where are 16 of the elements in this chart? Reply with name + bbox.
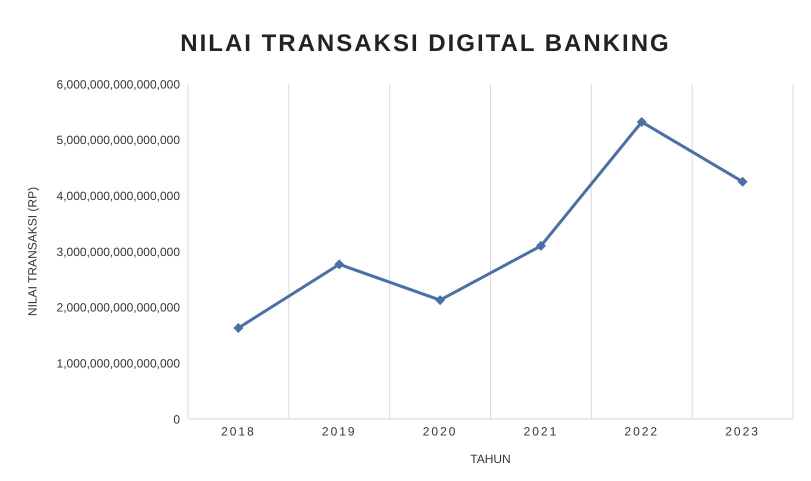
y-tick-label: 1,000,000,000,000,000 — [56, 356, 180, 370]
y-tick-label: 0 — [173, 412, 180, 426]
y-tick-label: 3,000,000,000,000,000 — [56, 244, 180, 259]
y-tick-label: 4,000,000,000,000,000 — [56, 188, 180, 203]
x-tick-label: 2021 — [524, 424, 558, 439]
y-axis-title: NILAI TRANSAKSI (RP) — [25, 186, 40, 316]
x-tick-label: 2022 — [624, 424, 660, 439]
x-tick-label: 2023 — [725, 424, 760, 439]
chart-title: NILAI TRANSAKSI DIGITAL BANKING — [179, 29, 672, 59]
y-tick-label: 6,000,000,000,000,000 — [56, 77, 180, 92]
x-tick-label: 2019 — [322, 424, 357, 439]
y-tick-label: 5,000,000,000,000,000 — [56, 133, 180, 148]
x-tick-label: 2018 — [221, 424, 256, 439]
y-tick-label: 2,000,000,000,000,000 — [56, 300, 180, 315]
x-tick-label: 2020 — [422, 424, 458, 439]
x-axis-title: TAHUN — [470, 452, 511, 466]
